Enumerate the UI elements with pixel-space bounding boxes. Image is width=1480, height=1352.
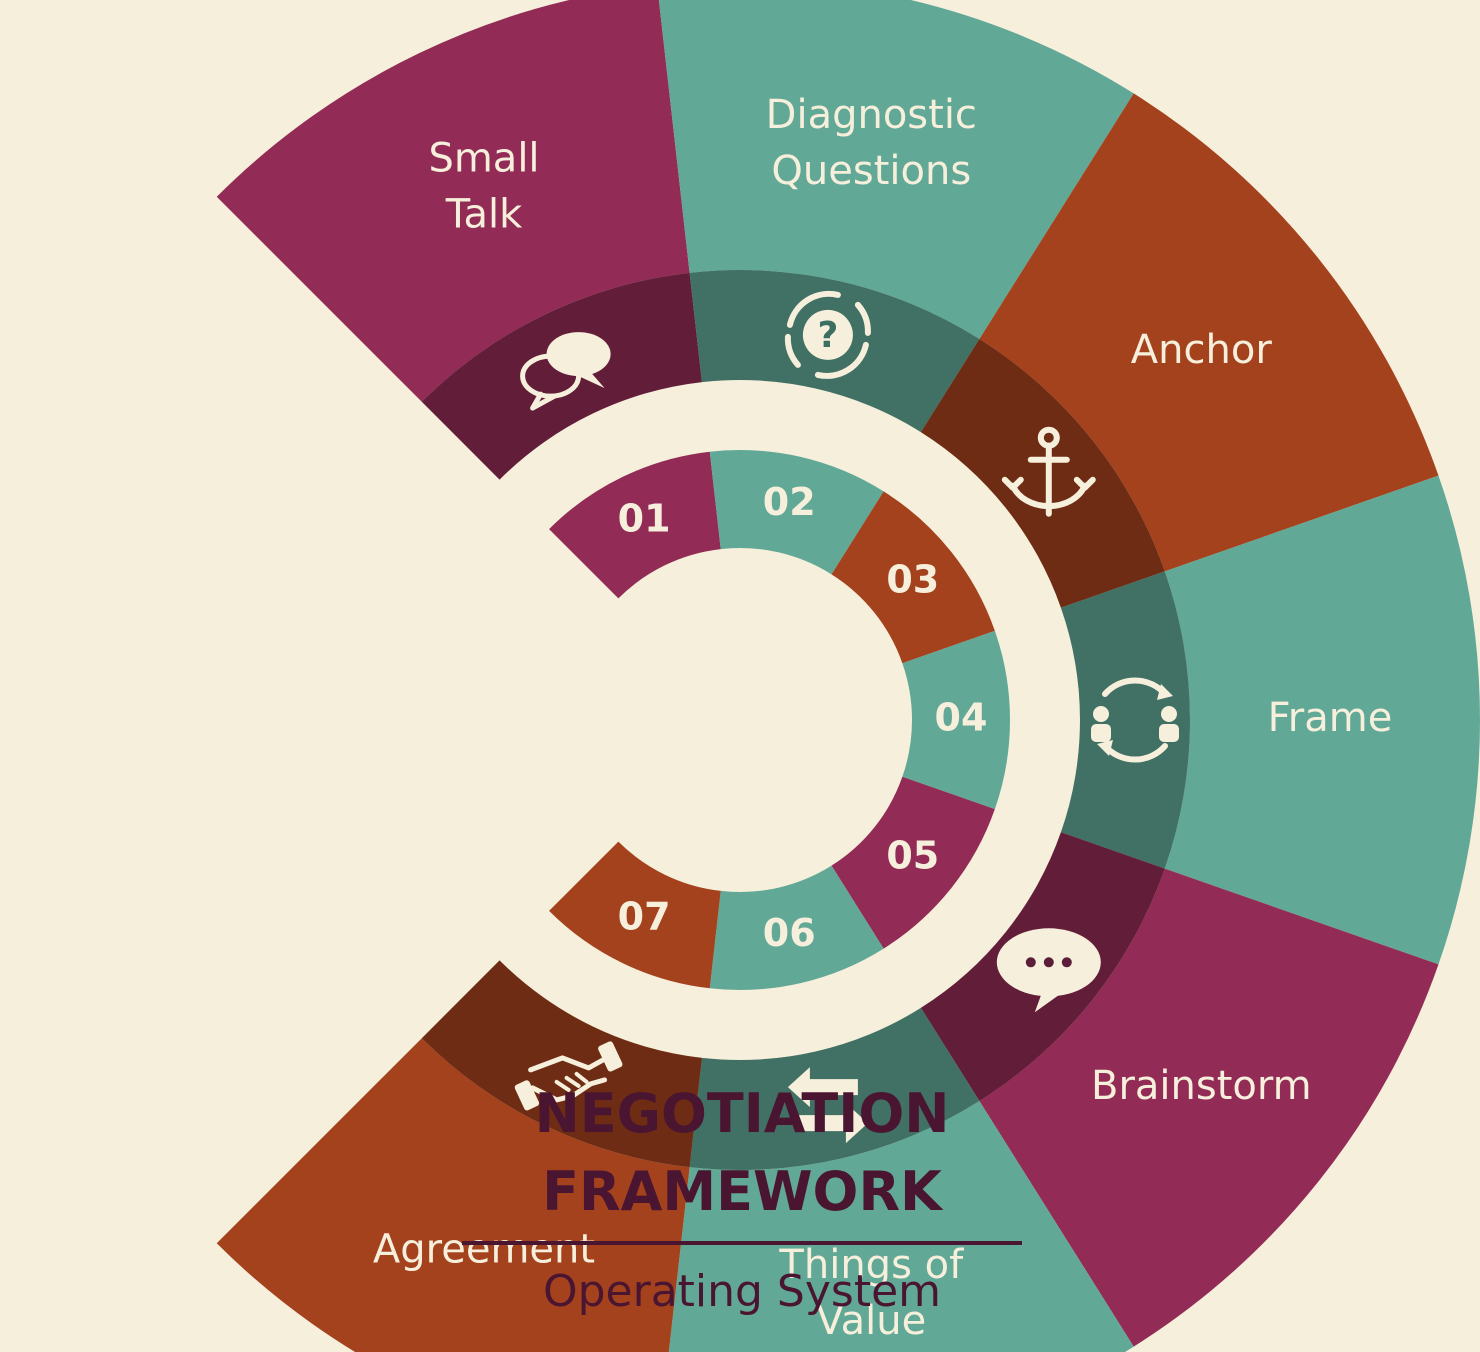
inner-segment-04	[902, 630, 1010, 810]
segment-label-agreement-1: Agreement	[373, 1227, 595, 1273]
segment-label-brainstorm-1: Brainstorm	[1091, 1063, 1312, 1109]
title-block: NEGOTIATION FRAMEWORK Operating System	[462, 1082, 1022, 1317]
segment-agreement	[216, 1038, 690, 1352]
segment-label-frame-1: Frame	[1268, 695, 1393, 741]
segment-things-of-value	[668, 1101, 1134, 1352]
segment-labels: Small Talk Diagnostic Questions Anchor Frame B…	[373, 92, 1392, 1344]
segment-label-diagnostic-questions-2: Questions	[771, 148, 971, 194]
step-number-05: 05	[886, 833, 939, 877]
inner-segment-06	[709, 865, 884, 990]
inner-segment-07	[549, 841, 721, 989]
outer-ring	[216, 0, 1480, 1352]
icon-band-shade-frame	[1060, 571, 1190, 869]
segment-brainstorm	[979, 868, 1439, 1347]
step-number-03: 03	[886, 558, 939, 602]
svg-text:?: ?	[817, 315, 838, 356]
step-number-06: 06	[763, 911, 816, 955]
exchange-arrows-icon	[787, 1067, 868, 1144]
icon-band-shade-small-talk	[421, 272, 702, 480]
step-number-01: 01	[618, 496, 671, 540]
segment-label-diagnostic-questions-1: Diagnostic	[766, 92, 977, 138]
segment-small-talk	[216, 0, 690, 402]
segment-frame	[1164, 475, 1480, 965]
segment-diagnostic-questions	[658, 0, 1134, 339]
segment-label-things-of-value-1: Things of	[778, 1242, 964, 1288]
title-line-1: NEGOTIATION	[535, 1082, 950, 1145]
step-number-04: 04	[935, 696, 988, 740]
segment-label-anchor-1: Anchor	[1131, 327, 1273, 373]
icon-band-shade-anchor	[920, 338, 1165, 608]
inner-segment-02	[709, 449, 884, 575]
title-line-2: FRAMEWORK	[542, 1160, 944, 1223]
step-numbers: 01 02 03 04 05 06 07	[618, 480, 988, 955]
chat-bubble-icon	[996, 928, 1101, 1013]
segment-label-small-talk-1: Small	[428, 135, 539, 181]
step-number-07: 07	[618, 895, 671, 939]
segment-label-things-of-value-2: Value	[816, 1298, 926, 1344]
step-icons: ?	[514, 290, 1179, 1144]
question-cycle-icon: ?	[784, 290, 871, 379]
handshake-icon	[514, 1041, 623, 1111]
icon-band-small-talk	[421, 272, 702, 480]
segment-label-small-talk-2: Talk	[445, 191, 523, 237]
anchor-icon	[1001, 426, 1096, 517]
segment-anchor	[979, 93, 1439, 572]
inner-segment-05	[831, 776, 995, 949]
inner-ring	[549, 449, 1010, 990]
title-divider	[462, 1241, 1022, 1245]
people-cycle-icon	[1091, 677, 1179, 763]
inner-segment-01	[549, 451, 721, 599]
icon-band-anchor	[920, 338, 1165, 608]
icon-band-frame	[1060, 571, 1190, 869]
step-number-02: 02	[763, 480, 816, 524]
icon-band-agreement	[421, 960, 702, 1168]
icon-band-shade-agreement	[421, 960, 702, 1168]
speech-bubbles-icon	[520, 332, 611, 411]
subtitle: Operating System	[543, 1266, 941, 1317]
inner-segment-03	[831, 491, 995, 664]
